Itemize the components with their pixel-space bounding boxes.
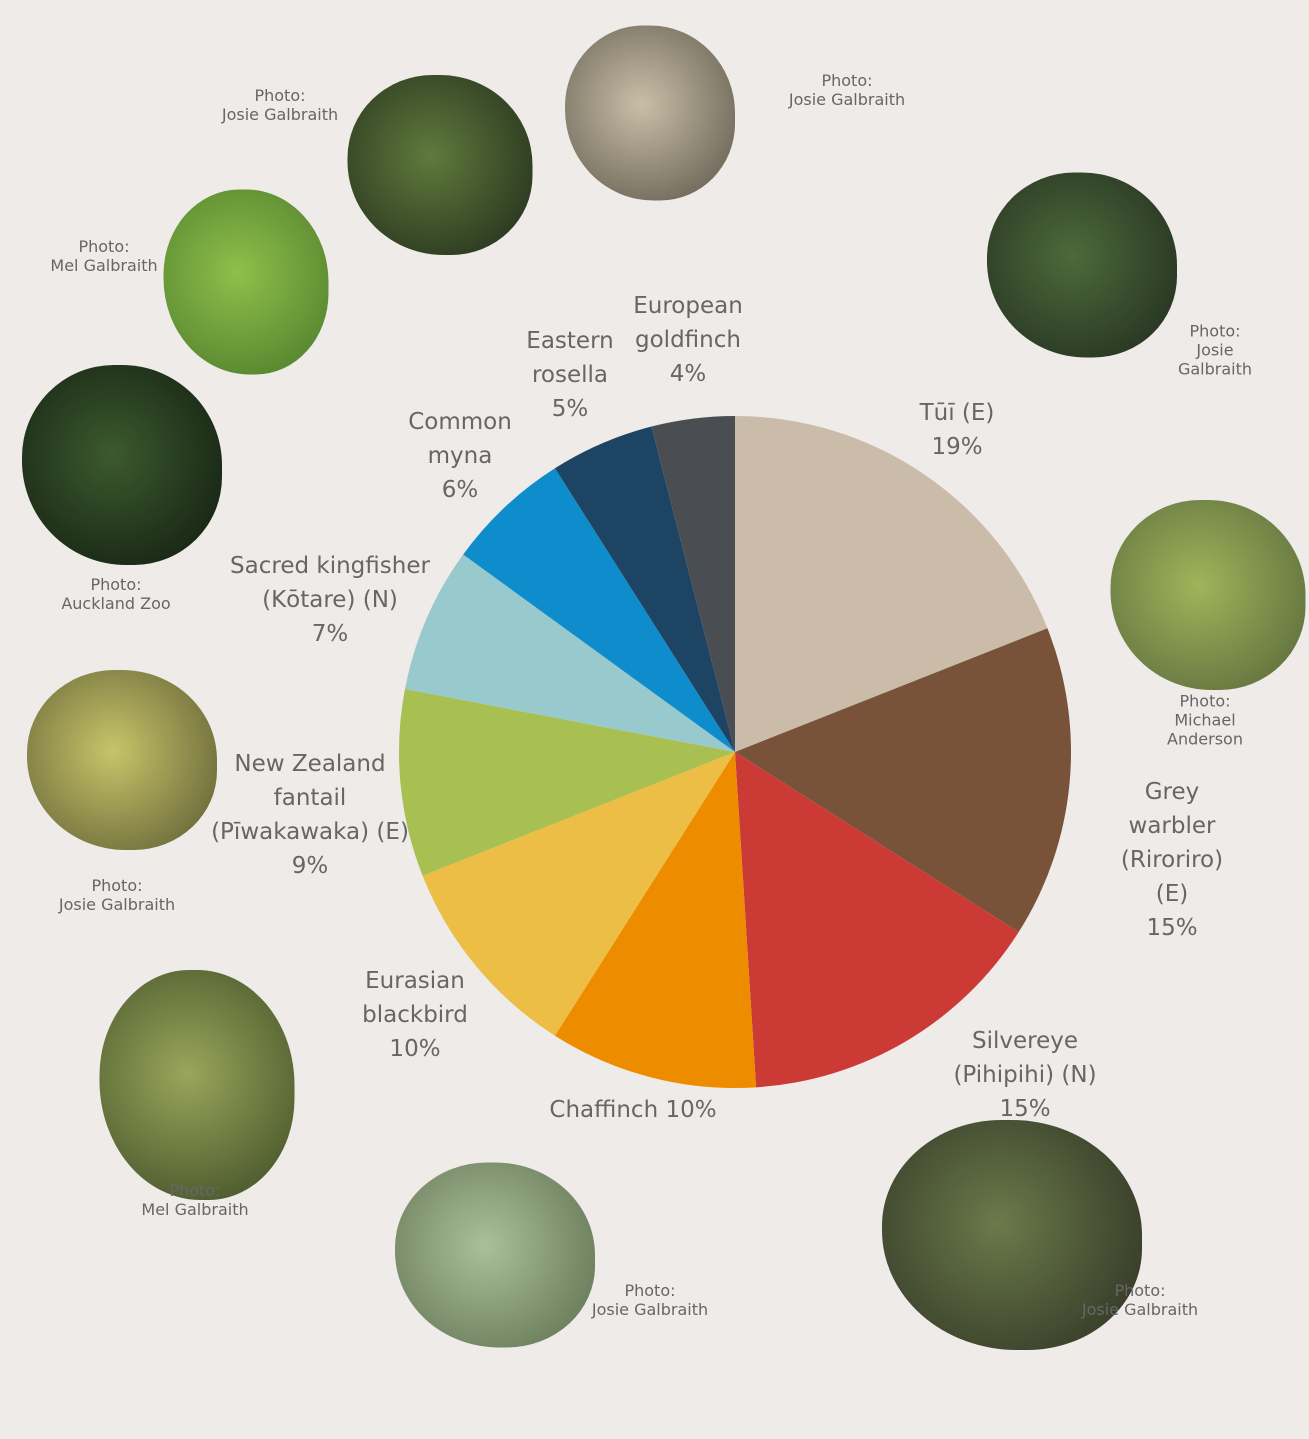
photo-credit: Photo: Mel Galbraith — [141, 1181, 249, 1219]
bird-photo — [347, 75, 533, 255]
slice-label: European goldfinch 4% — [633, 289, 743, 391]
value-label: 9% — [291, 853, 329, 879]
slice-label: Eurasian blackbird 10% — [362, 964, 468, 1066]
category-name: Sacred kingfisher (Kōtare) (N) — [230, 553, 430, 613]
bird-photo — [163, 189, 329, 375]
slice-label: Silvereye (Pihipihi) (N) 15% — [953, 1024, 1096, 1126]
value-label: 15% — [1146, 915, 1198, 941]
slice — [735, 752, 1019, 1088]
slice — [554, 426, 735, 752]
category-name: New Zealand fantail (Pīwakawaka) (E) — [211, 751, 409, 845]
slice — [422, 752, 735, 1036]
bird-photo — [99, 970, 295, 1200]
photo-credit: Photo: Michael Anderson — [1167, 691, 1243, 749]
slice-label: Common myna 6% — [408, 405, 512, 507]
slice-label: Chaffinch 10% — [549, 1093, 716, 1127]
value-label: 10% — [389, 1036, 441, 1062]
slice-label: Grey warbler (Riroriro) (E) 15% — [1104, 775, 1241, 945]
slice-label: Tūī (E) 19% — [920, 396, 995, 464]
photo-credit: Photo: Josie Galbraith — [591, 1281, 709, 1319]
slice-label: Eastern rosella 5% — [526, 324, 613, 426]
slice — [404, 554, 735, 752]
slice — [735, 628, 1071, 933]
bird-photo — [987, 172, 1177, 358]
category-name: Eastern rosella — [526, 328, 614, 388]
photo-credit: Photo: Josie Galbraith — [788, 71, 906, 109]
photo-credit: Photo: Josie Galbraith — [1177, 321, 1253, 379]
photo-credit: Photo: Auckland Zoo — [61, 575, 171, 613]
value-label: 5% — [551, 396, 589, 422]
bird-photo — [22, 365, 222, 565]
bird-photo — [1110, 500, 1306, 690]
value-label: 7% — [311, 621, 349, 647]
value-label: 15% — [999, 1096, 1051, 1122]
value-label: 6% — [441, 477, 479, 503]
category-name: Common myna — [408, 409, 512, 469]
category-name: Eurasian blackbird — [362, 968, 468, 1028]
slice — [735, 416, 1048, 752]
bird-photo — [882, 1120, 1142, 1350]
bird-photo — [395, 1162, 595, 1348]
slice — [398, 689, 735, 876]
category-name: European goldfinch — [633, 293, 743, 353]
photo-credit: Photo: Josie Galbraith — [58, 876, 176, 914]
slice-label: New Zealand fantail (Pīwakawaka) (E) 9% — [211, 747, 409, 883]
category-name: Chaffinch — [549, 1097, 659, 1123]
slice-label: Sacred kingfisher (Kōtare) (N) 7% — [230, 549, 430, 651]
bird-photo — [27, 670, 217, 850]
slice — [554, 752, 757, 1089]
slice — [651, 416, 735, 752]
photo-credit: Photo: Josie Galbraith — [221, 86, 339, 124]
slice — [463, 468, 735, 752]
value-label: 19% — [931, 434, 983, 460]
photo-credit: Photo: Josie Galbraith — [1081, 1281, 1199, 1319]
value-label: 10% — [665, 1097, 717, 1123]
category-name: Tūī (E) — [919, 400, 995, 426]
category-name: Grey warbler (Riroriro) (E) — [1120, 779, 1224, 907]
photo-credit: Photo: Mel Galbraith — [50, 237, 158, 275]
value-label: 4% — [669, 361, 707, 387]
category-name: Silvereye (Pihipihi) (N) — [953, 1028, 1097, 1088]
bird-photo — [565, 25, 735, 201]
